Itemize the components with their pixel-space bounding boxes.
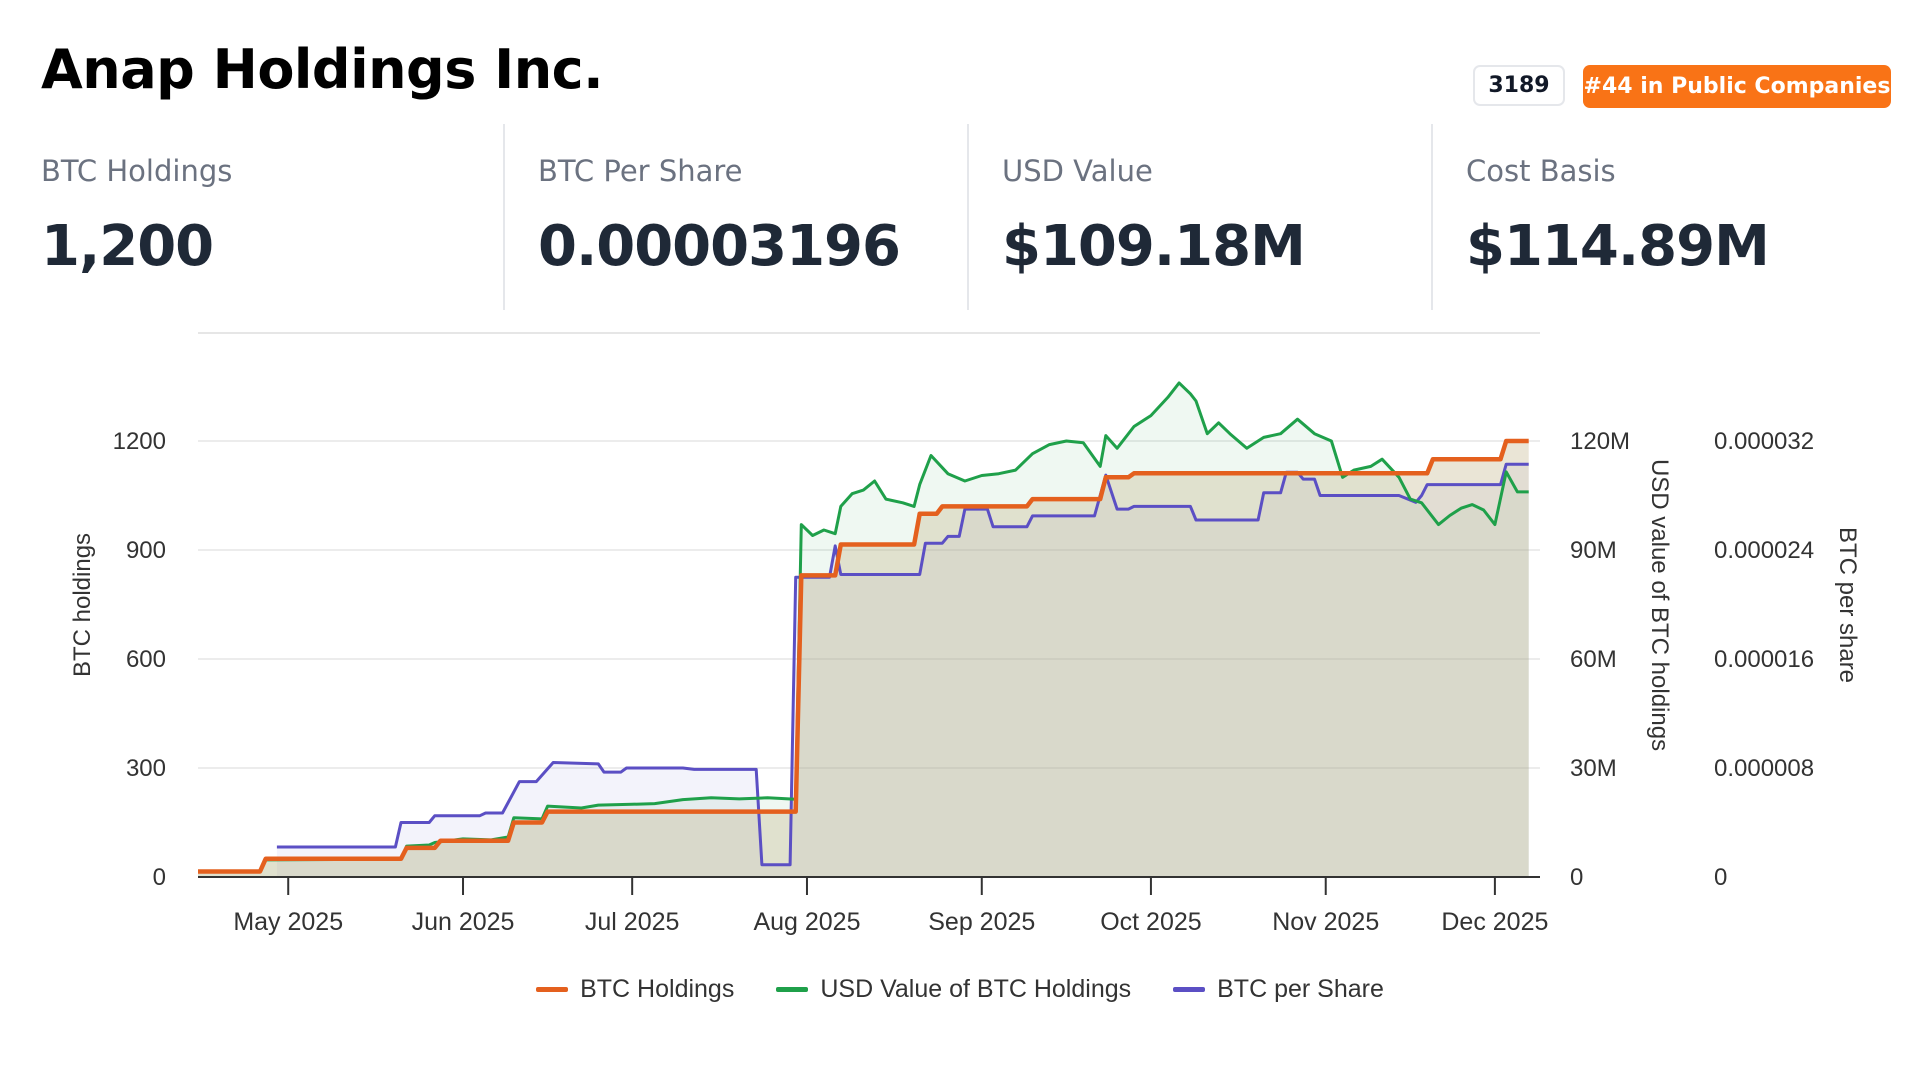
- legend-label: USD Value of BTC Holdings: [820, 975, 1132, 1003]
- line-btc-per-share: [276, 462, 1529, 867]
- ticker-badge: 3189: [1473, 65, 1565, 106]
- y-tick-label-per-share: 0.000008: [1714, 755, 1814, 782]
- y-tick-label-per-share: 0: [1714, 864, 1727, 891]
- y-tick-label-left: 900: [126, 537, 166, 564]
- company-title: Anap Holdings Inc.: [41, 38, 604, 101]
- stats-row: BTC Holdings 1,200 BTC Per Share 0.00003…: [41, 124, 1891, 310]
- y-tick-label-usd: 120M: [1570, 428, 1630, 455]
- stat-label: Cost Basis: [1466, 154, 1616, 188]
- stat-label: BTC Holdings: [41, 154, 233, 188]
- x-tick-label: May 2025: [233, 908, 343, 936]
- x-tick-label: Sep 2025: [928, 908, 1035, 936]
- legend-swatch-btc-holdings: [536, 987, 569, 992]
- stat-value: $109.18M: [1002, 214, 1306, 279]
- legend-label: BTC per Share: [1217, 975, 1384, 1003]
- x-tick-label: Oct 2025: [1100, 908, 1201, 936]
- area-btc-holdings: [198, 441, 1529, 877]
- y-axis-title-per-share: BTC per share: [1834, 527, 1861, 683]
- y-tick-label-usd: 90M: [1570, 537, 1617, 564]
- legend-item-btc-holdings[interactable]: BTC Holdings: [536, 975, 734, 1004]
- legend-swatch-usd-value: [776, 987, 809, 992]
- stat-btc-per-share: BTC Per Share 0.00003196: [503, 124, 967, 310]
- stat-btc-holdings: BTC Holdings 1,200: [41, 124, 503, 310]
- area-usd-value: [198, 382, 1529, 877]
- stat-value: $114.89M: [1466, 214, 1770, 279]
- x-tick-label: Dec 2025: [1441, 908, 1548, 936]
- stat-value: 0.00003196: [538, 214, 901, 279]
- line-usd-value: [198, 381, 1529, 874]
- y-tick-label-usd: 60M: [1570, 646, 1617, 673]
- legend-item-btc-per-share[interactable]: BTC per Share: [1173, 975, 1384, 1004]
- y-tick-label-left: 600: [126, 646, 166, 673]
- y-axis-title-usd: USD value of BTC holdings: [1646, 459, 1673, 751]
- y-tick-label-left: 300: [126, 755, 166, 782]
- x-tick-label: Jul 2025: [585, 908, 680, 936]
- stat-label: BTC Per Share: [538, 154, 743, 188]
- y-tick-label-per-share: 0.000032: [1714, 428, 1814, 455]
- y-tick-label-left: 1200: [113, 428, 166, 455]
- y-tick-label-per-share: 0.000016: [1714, 646, 1814, 673]
- area-btc-per-share: [276, 464, 1529, 877]
- y-axis-title-left: BTC holdings: [69, 533, 96, 677]
- chart-legend: BTC Holdings USD Value of BTC Holdings B…: [0, 975, 1920, 1004]
- legend-item-usd-value[interactable]: USD Value of BTC Holdings: [776, 975, 1131, 1004]
- legend-label: BTC Holdings: [580, 975, 735, 1003]
- legend-swatch-btc-per-share: [1173, 987, 1206, 992]
- x-tick-label: Nov 2025: [1272, 908, 1379, 936]
- x-tick-label: Jun 2025: [412, 908, 515, 936]
- y-tick-label-usd: 30M: [1570, 755, 1617, 782]
- stat-value: 1,200: [41, 214, 214, 279]
- y-tick-label-usd: 0: [1570, 864, 1583, 891]
- rank-badge[interactable]: #44 in Public Companies: [1583, 65, 1891, 108]
- x-tick-label: Aug 2025: [753, 908, 860, 936]
- y-tick-label-per-share: 0.000024: [1714, 537, 1814, 564]
- line-btc-holdings: [198, 438, 1529, 874]
- stat-label: USD Value: [1002, 154, 1153, 188]
- stat-cost-basis: Cost Basis $114.89M: [1431, 124, 1891, 310]
- y-tick-label-left: 0: [153, 864, 166, 891]
- stat-usd-value: USD Value $109.18M: [967, 124, 1431, 310]
